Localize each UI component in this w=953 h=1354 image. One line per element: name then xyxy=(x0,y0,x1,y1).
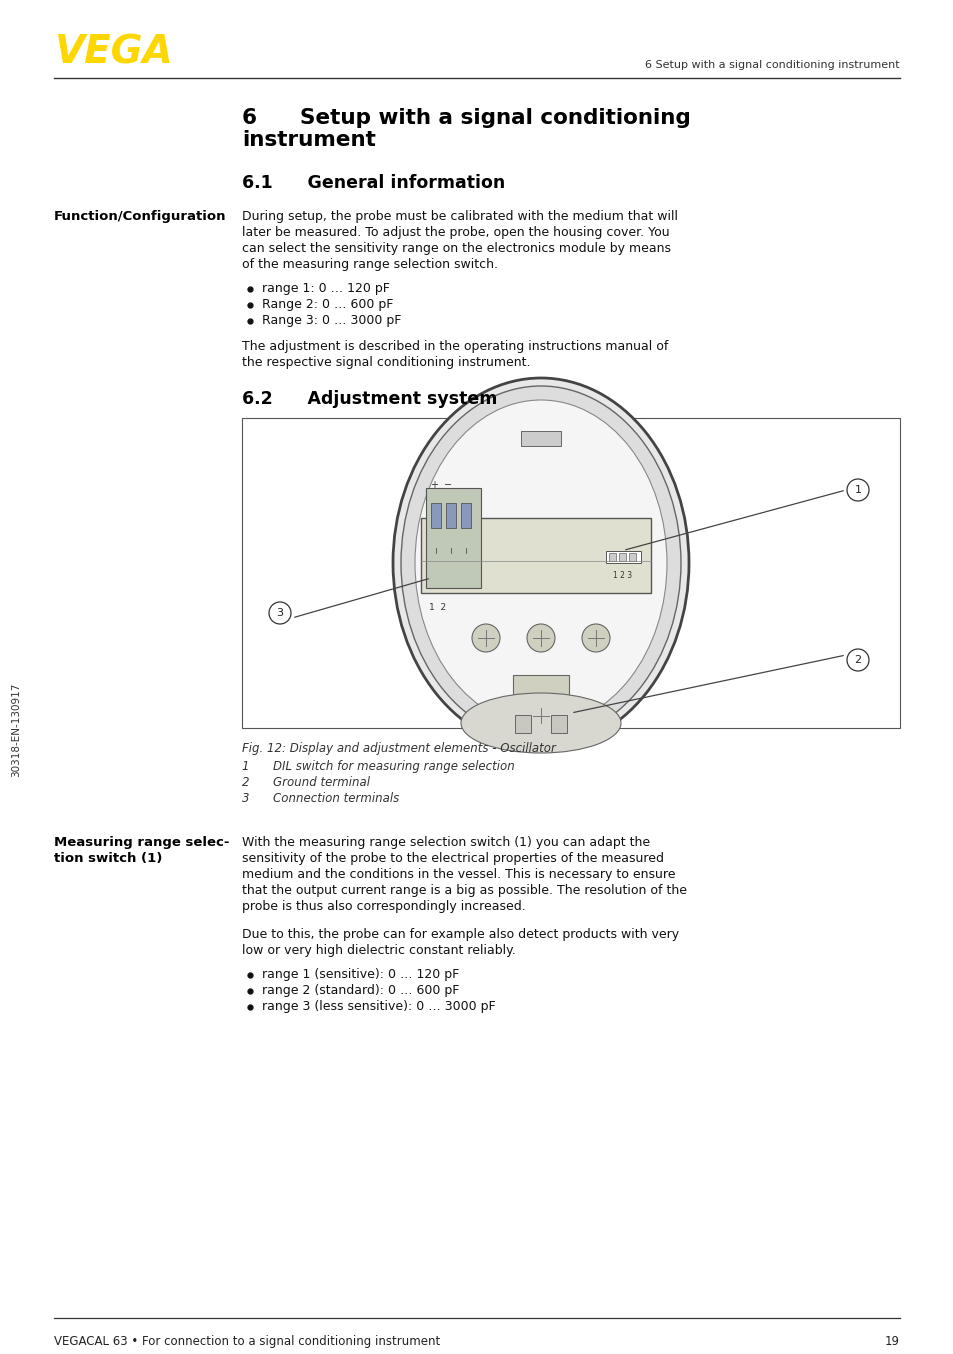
Text: of the measuring range selection switch.: of the measuring range selection switch. xyxy=(242,259,497,271)
Text: 6 Setup with a signal conditioning instrument: 6 Setup with a signal conditioning instr… xyxy=(644,60,899,70)
Text: 1  2: 1 2 xyxy=(429,603,446,612)
Text: low or very high dielectric constant reliably.: low or very high dielectric constant rel… xyxy=(242,944,516,957)
Bar xyxy=(515,715,531,733)
Text: Range 2: 0 … 600 pF: Range 2: 0 … 600 pF xyxy=(262,298,393,311)
Ellipse shape xyxy=(460,693,620,753)
Bar xyxy=(608,552,616,561)
Circle shape xyxy=(581,624,609,653)
Bar xyxy=(513,676,568,703)
Text: that the output current range is a big as possible. The resolution of the: that the output current range is a big a… xyxy=(242,884,686,896)
Circle shape xyxy=(526,624,555,653)
Circle shape xyxy=(472,624,499,653)
Text: tion switch (1): tion switch (1) xyxy=(54,852,162,865)
Text: sensitivity of the probe to the electrical properties of the measured: sensitivity of the probe to the electric… xyxy=(242,852,663,865)
Text: range 3 (less sensitive): 0 … 3000 pF: range 3 (less sensitive): 0 … 3000 pF xyxy=(262,1001,496,1013)
Text: Function/Configuration: Function/Configuration xyxy=(54,210,226,223)
Bar xyxy=(446,502,456,528)
Bar xyxy=(551,715,566,733)
Text: 2: 2 xyxy=(854,655,861,665)
Text: VEGA: VEGA xyxy=(54,32,172,70)
Text: During setup, the probe must be calibrated with the medium that will: During setup, the probe must be calibrat… xyxy=(242,210,678,223)
Text: the respective signal conditioning instrument.: the respective signal conditioning instr… xyxy=(242,356,530,370)
Text: range 1: 0 … 120 pF: range 1: 0 … 120 pF xyxy=(262,282,390,295)
Text: can select the sensitivity range on the electronics module by means: can select the sensitivity range on the … xyxy=(242,242,670,255)
Text: Range 3: 0 … 3000 pF: Range 3: 0 … 3000 pF xyxy=(262,314,401,328)
Bar xyxy=(426,487,480,588)
Ellipse shape xyxy=(393,378,688,747)
Text: −: − xyxy=(443,481,452,490)
Text: 3  Connection terminals: 3 Connection terminals xyxy=(242,792,399,806)
Circle shape xyxy=(846,649,868,672)
Text: 1  DIL switch for measuring range selection: 1 DIL switch for measuring range selecti… xyxy=(242,760,515,773)
Ellipse shape xyxy=(415,399,666,726)
Circle shape xyxy=(846,479,868,501)
Bar xyxy=(628,552,636,561)
Text: 1: 1 xyxy=(854,485,861,496)
Bar xyxy=(618,552,625,561)
Text: VEGACAL 63 • For connection to a signal conditioning instrument: VEGACAL 63 • For connection to a signal … xyxy=(54,1335,439,1349)
Text: later be measured. To adjust the probe, open the housing cover. You: later be measured. To adjust the probe, … xyxy=(242,226,669,240)
Text: 6.1  General information: 6.1 General information xyxy=(242,175,505,192)
Ellipse shape xyxy=(400,386,680,741)
Bar xyxy=(605,551,640,562)
Text: probe is thus also correspondingly increased.: probe is thus also correspondingly incre… xyxy=(242,900,525,913)
Text: range 1 (sensitive): 0 … 120 pF: range 1 (sensitive): 0 … 120 pF xyxy=(262,968,458,982)
Circle shape xyxy=(269,603,291,624)
Text: medium and the conditions in the vessel. This is necessary to ensure: medium and the conditions in the vessel.… xyxy=(242,868,675,881)
Circle shape xyxy=(533,708,548,724)
Bar xyxy=(460,502,471,528)
Text: 19: 19 xyxy=(884,1335,899,1349)
Bar xyxy=(242,418,899,728)
Text: The adjustment is described in the operating instructions manual of: The adjustment is described in the opera… xyxy=(242,340,668,353)
Text: Due to this, the probe can for example also detect products with very: Due to this, the probe can for example a… xyxy=(242,927,679,941)
Text: +: + xyxy=(430,481,437,490)
Text: With the measuring range selection switch (1) you can adapt the: With the measuring range selection switc… xyxy=(242,835,649,849)
Bar xyxy=(431,502,440,528)
Text: Measuring range selec-: Measuring range selec- xyxy=(54,835,230,849)
Text: 1 2 3: 1 2 3 xyxy=(613,570,632,580)
Bar xyxy=(420,519,650,593)
Text: 6.2  Adjustment system: 6.2 Adjustment system xyxy=(242,390,497,408)
Text: 6  Setup with a signal conditioning: 6 Setup with a signal conditioning xyxy=(242,108,690,129)
Text: range 2 (standard): 0 … 600 pF: range 2 (standard): 0 … 600 pF xyxy=(262,984,459,997)
Text: Fig. 12: Display and adjustment elements - Oscillator: Fig. 12: Display and adjustment elements… xyxy=(242,742,556,756)
Bar xyxy=(520,431,560,445)
Text: 30318-EN-130917: 30318-EN-130917 xyxy=(11,682,21,777)
Text: 2  Ground terminal: 2 Ground terminal xyxy=(242,776,370,789)
Text: instrument: instrument xyxy=(242,130,375,150)
Text: 3: 3 xyxy=(276,608,283,617)
